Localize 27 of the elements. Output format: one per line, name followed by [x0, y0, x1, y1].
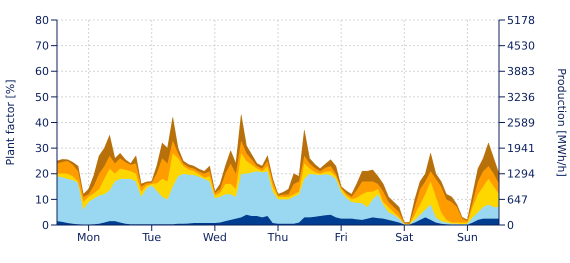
- y-tick-label: 20: [35, 168, 49, 181]
- x-tick-label: Thu: [266, 230, 288, 244]
- x-tick-label: Wed: [202, 230, 227, 244]
- y2-axis-title: Production [MWh/h]: [555, 68, 568, 177]
- y-tick-label: 10: [35, 193, 49, 206]
- y2-tick-label: 0: [507, 218, 514, 232]
- y2-tick-label: 1941: [507, 142, 535, 156]
- y-tick-label: 60: [35, 65, 49, 78]
- y-tick-label: 0: [42, 218, 49, 232]
- y2-tick-label: 5178: [507, 14, 535, 27]
- y2-tick-label: 647: [507, 193, 528, 206]
- y-tick-label: 50: [35, 90, 49, 104]
- y-axis-title: Plant factor [%]: [4, 80, 17, 166]
- y2-tick-label: 1294: [507, 168, 535, 181]
- x-tick-label: Sun: [456, 230, 478, 244]
- x-tick-label: Sat: [395, 230, 414, 244]
- y-tick-label: 70: [35, 40, 49, 53]
- x-tick-label: Fri: [334, 230, 348, 244]
- y2-tick-label: 2589: [507, 116, 535, 130]
- y2-tick-label: 3883: [507, 65, 535, 78]
- y-tick-label: 80: [35, 14, 49, 27]
- y2-tick-label: 3236: [507, 90, 535, 104]
- x-tick-label: Tue: [141, 230, 162, 244]
- y-tick-label: 30: [35, 142, 49, 156]
- x-tick-label: Mon: [76, 230, 100, 244]
- y2-tick-label: 4530: [507, 40, 535, 53]
- y-tick-label: 40: [35, 116, 49, 130]
